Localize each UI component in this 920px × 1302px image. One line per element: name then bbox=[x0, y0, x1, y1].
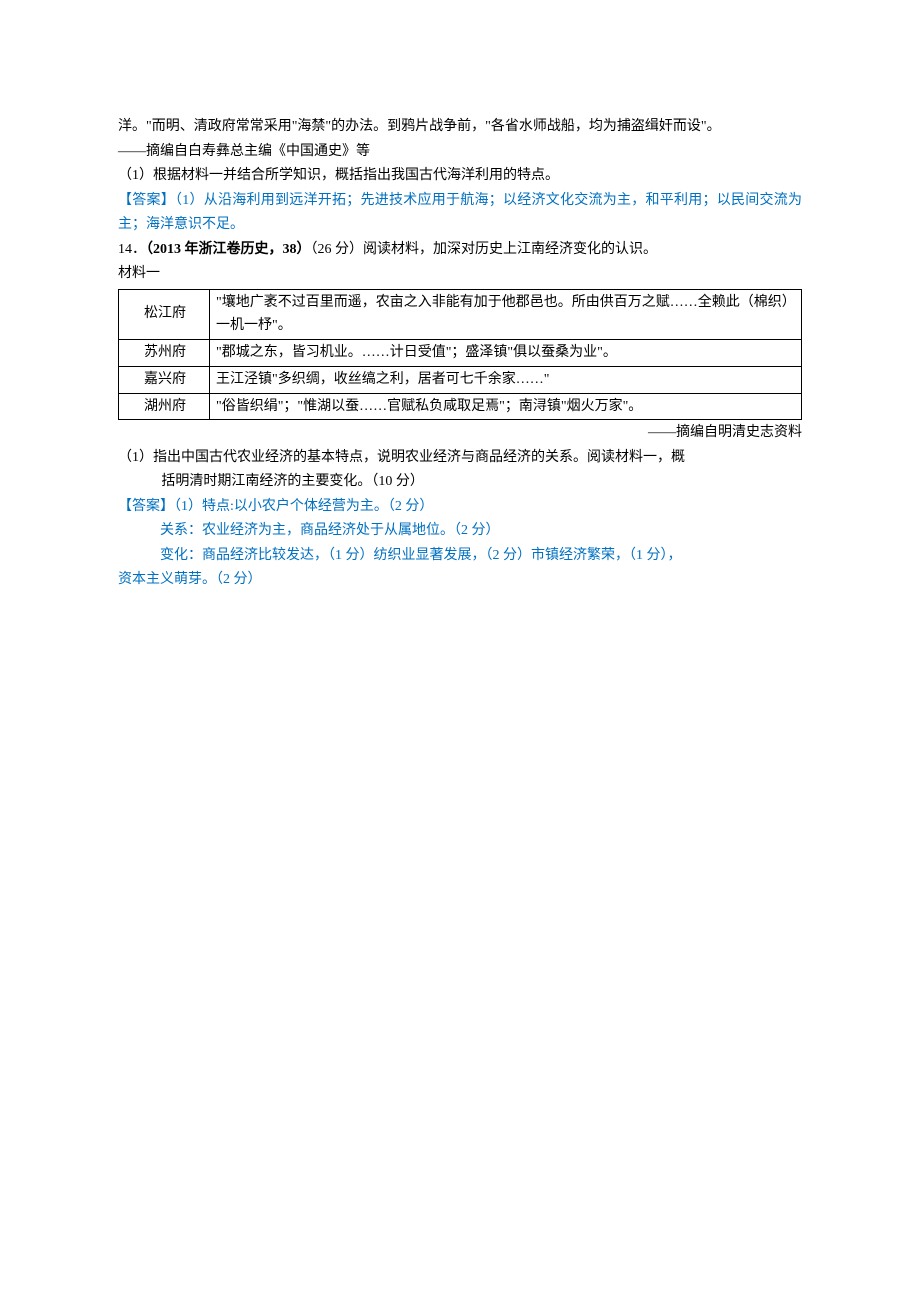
question-header: 14．（2013 年浙江卷历史，38）（26 分）阅读材料，加深对历史上江南经济… bbox=[118, 238, 802, 263]
table-cell-name: 苏州府 bbox=[119, 340, 210, 367]
question-tail: （26 分）阅读材料，加深对历史上江南经济变化的认识。 bbox=[311, 242, 658, 257]
document-page: 洋。"而明、清政府常常采用"海禁"的办法。到鸦片战争前，"各省水师战船，均为捕盗… bbox=[0, 0, 920, 1302]
table-cell-name: 嘉兴府 bbox=[119, 366, 210, 393]
source-citation: ——摘编自白寿彝总主编《中国通史》等 bbox=[118, 140, 802, 165]
question-text: （1）根据材料一并结合所学知识，概括指出我国古代海洋利用的特点。 bbox=[118, 164, 802, 189]
table-cell-desc: "壤地广袤不过百里而遥，农亩之入非能有加于他郡邑也。所由供百万之赋……全赖此（棉… bbox=[210, 289, 802, 340]
answer-line: 【答案】（1）特点:以小农户个体经营为主。（2 分） bbox=[118, 495, 802, 520]
table-cell-desc: "俗皆织绢"；"惟湖以蚕……官赋私负咸取足焉"；南浔镇"烟火万家"。 bbox=[210, 393, 802, 420]
table-row: 湖州府 "俗皆织绢"；"惟湖以蚕……官赋私负咸取足焉"；南浔镇"烟火万家"。 bbox=[119, 393, 802, 420]
body-paragraph: 洋。"而明、清政府常常采用"海禁"的办法。到鸦片战争前，"各省水师战船，均为捕盗… bbox=[118, 115, 802, 140]
table-row: 苏州府 "郡城之东，皆习机业。……计日受值"；盛泽镇"俱以蚕桑为业"。 bbox=[119, 340, 802, 367]
table-source: ——摘编自明清史志资料 bbox=[118, 421, 802, 446]
answer-line: 资本主义萌芽。（2 分） bbox=[118, 568, 802, 593]
table-cell-desc: 王江泾镇"多织绸，收丝缟之利，居者可七千余家……" bbox=[210, 366, 802, 393]
table-cell-name: 松江府 bbox=[119, 289, 210, 340]
table-row: 嘉兴府 王江泾镇"多织绸，收丝缟之利，居者可七千余家……" bbox=[119, 366, 802, 393]
material-label: 材料一 bbox=[118, 262, 802, 287]
sub-question-line: 括明清时期江南经济的主要变化。（10 分） bbox=[118, 470, 802, 495]
table-cell-name: 湖州府 bbox=[119, 393, 210, 420]
question-reference: （2013 年浙江卷历史，38） bbox=[146, 242, 311, 257]
answer-line: 变化：商品经济比较发达，（1 分）纺织业显著发展，（2 分）市镇经济繁荣，（1 … bbox=[118, 544, 802, 569]
sub-question-line: （1）指出中国古代农业经济的基本特点，说明农业经济与商品经济的关系。阅读材料一，… bbox=[118, 446, 802, 471]
material-table: 松江府 "壤地广袤不过百里而遥，农亩之入非能有加于他郡邑也。所由供百万之赋……全… bbox=[118, 289, 802, 421]
answer-text: 【答案】（1）从沿海利用到远洋开拓；先进技术应用于航海；以经济文化交流为主，和平… bbox=[118, 189, 802, 238]
table-row: 松江府 "壤地广袤不过百里而遥，农亩之入非能有加于他郡邑也。所由供百万之赋……全… bbox=[119, 289, 802, 340]
table-cell-desc: "郡城之东，皆习机业。……计日受值"；盛泽镇"俱以蚕桑为业"。 bbox=[210, 340, 802, 367]
question-number: 14． bbox=[118, 242, 146, 257]
answer-line: 关系：农业经济为主，商品经济处于从属地位。（2 分） bbox=[118, 519, 802, 544]
